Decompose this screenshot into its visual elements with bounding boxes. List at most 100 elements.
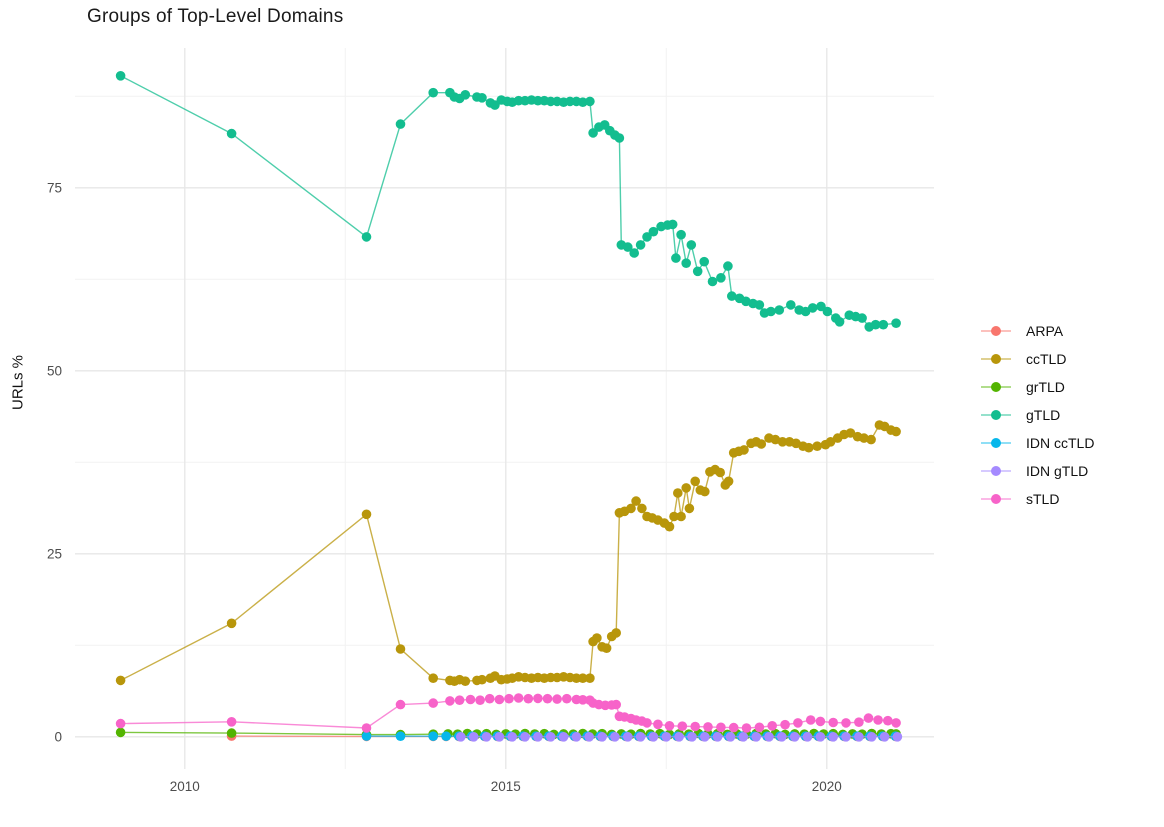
data-point-stld: [891, 718, 901, 728]
data-point-idn-gtld: [558, 732, 569, 742]
data-point-gtld: [834, 317, 845, 327]
data-point-gtld: [614, 133, 625, 143]
data-point-stld: [552, 694, 562, 704]
data-point-gtld: [754, 300, 765, 310]
legend-key-icon: [981, 325, 1011, 337]
data-point-gtld: [629, 248, 639, 258]
data-point-cctld: [601, 643, 612, 653]
data-point-idn-gtld: [494, 732, 505, 742]
data-point-cctld: [428, 673, 439, 683]
data-point-gtld: [671, 253, 681, 263]
data-point-cctld: [723, 476, 734, 487]
y-tick-label: 0: [54, 730, 62, 745]
data-point-cctld: [715, 467, 725, 478]
data-point-cctld: [777, 437, 788, 447]
legend-key-dot: [991, 466, 1001, 476]
data-point-stld: [115, 718, 126, 729]
data-point-cctld: [756, 439, 767, 449]
legend-key-dot: [991, 494, 1001, 504]
data-point-idn-gtld: [738, 732, 749, 742]
data-point-cctld: [664, 521, 675, 532]
data-point-gtld: [822, 306, 833, 317]
y-tick-label: 75: [47, 181, 62, 196]
series-line-gtld: [120, 75, 897, 328]
legend-label: grTLD: [1026, 379, 1065, 395]
data-point-cctld: [115, 675, 126, 686]
data-point-gtld: [692, 266, 703, 277]
data-point-stld: [484, 693, 495, 704]
data-point-cctld: [673, 488, 683, 498]
data-point-cctld: [460, 676, 471, 686]
data-point-idn-cctld: [441, 731, 451, 741]
data-point-cctld: [611, 628, 621, 638]
data-point-cctld: [578, 673, 588, 683]
data-point-stld: [475, 695, 485, 705]
data-point-idn-gtld: [661, 732, 672, 742]
data-point-stld: [805, 715, 816, 725]
data-point-gtld: [585, 96, 595, 107]
data-point-gtld: [588, 128, 598, 138]
data-point-cctld: [825, 437, 836, 447]
legend-item-idn-gtld: IDN gTLD: [981, 457, 1094, 485]
data-point-idn-gtld: [777, 732, 787, 742]
legend-key-icon: [981, 493, 1011, 505]
data-point-cctld: [676, 511, 686, 522]
data-point-stld: [454, 695, 465, 705]
data-point-stld: [780, 719, 790, 730]
legend-label: IDN ccTLD: [1026, 435, 1095, 451]
legend-item-arpa: ARPA: [981, 317, 1094, 345]
data-point-stld: [523, 693, 534, 704]
legend-label: gTLD: [1026, 407, 1061, 423]
data-point-gtld: [623, 242, 633, 252]
data-point-stld: [741, 723, 752, 733]
legend-key-dot: [991, 438, 1001, 448]
data-point-idn-cctld: [428, 731, 439, 741]
data-point-stld: [653, 719, 663, 730]
data-point-idn-cctld: [395, 731, 406, 741]
data-point-stld: [465, 694, 476, 705]
data-point-cctld: [592, 633, 602, 643]
data-point-gtld: [716, 273, 726, 283]
data-point-gtld: [723, 261, 733, 271]
data-point-gtld: [727, 291, 737, 301]
x-tick-label: 2015: [491, 779, 521, 794]
data-point-gtld: [395, 119, 406, 129]
data-point-idn-gtld: [545, 732, 556, 742]
data-point-gtld: [699, 256, 709, 267]
data-point-idn-gtld: [892, 732, 903, 742]
data-point-idn-gtld: [751, 732, 761, 742]
legend-key-icon: [981, 465, 1011, 477]
data-point-stld: [728, 722, 739, 733]
data-point-stld: [428, 698, 439, 708]
data-point-idn-gtld: [635, 732, 646, 742]
data-point-idn-gtld: [789, 732, 800, 742]
data-point-cctld: [845, 428, 856, 438]
data-point-idn-gtld: [764, 732, 774, 742]
data-point-grtld: [226, 728, 237, 738]
x-tick-label: 2020: [812, 779, 842, 794]
data-point-idn-gtld: [468, 732, 479, 742]
data-point-gtld: [428, 87, 439, 98]
legend-label: ARPA: [1026, 323, 1064, 339]
data-point-cctld: [700, 486, 710, 497]
data-point-gtld: [800, 306, 811, 317]
data-point-stld: [716, 722, 726, 733]
data-point-grtld: [115, 727, 126, 738]
legend-key-icon: [981, 437, 1011, 449]
data-point-idn-gtld: [854, 732, 864, 742]
data-point-stld: [703, 722, 713, 732]
data-point-cctld: [395, 644, 406, 654]
data-point-gtld: [490, 100, 500, 110]
chart-title: Groups of Top-Level Domains: [87, 6, 344, 27]
legend-label: sTLD: [1026, 491, 1060, 507]
data-point-cctld: [585, 673, 595, 683]
data-point-stld: [828, 717, 838, 728]
data-point-stld: [361, 723, 372, 733]
data-point-cctld: [477, 674, 487, 685]
legend-key-dot: [991, 382, 1001, 392]
data-point-gtld: [857, 313, 867, 323]
data-point-stld: [494, 694, 505, 705]
data-point-gtld: [361, 232, 372, 242]
data-point-stld: [513, 693, 524, 703]
